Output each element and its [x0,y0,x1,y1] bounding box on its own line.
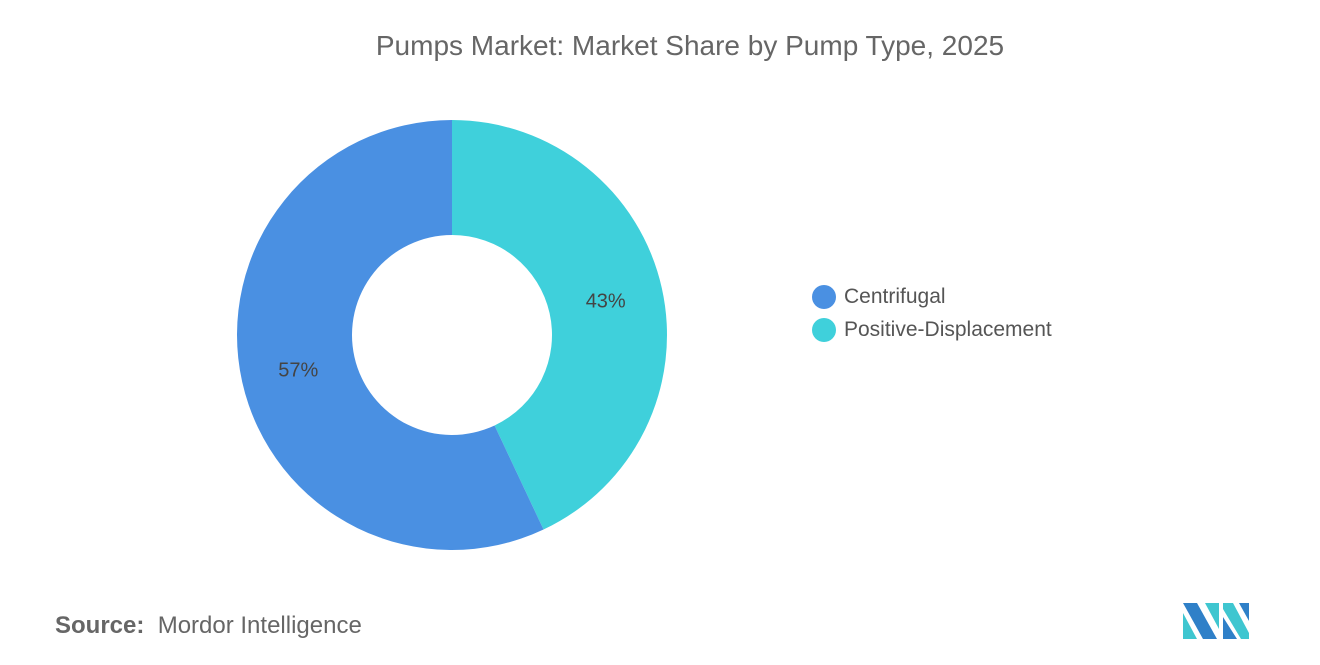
data-label: 43% [586,291,626,313]
source-label: Source: [55,612,145,639]
slice-centrifugal [236,120,544,551]
legend-swatch [812,285,836,309]
legend-item-positive-displacement: Positive-Displacement [812,318,1052,342]
legend-label: Centrifugal [844,285,946,308]
legend-item-centrifugal: Centrifugal [812,285,946,309]
mordor-logo [1183,603,1249,639]
legend-label: Positive-Displacement [844,318,1052,341]
source-note: Source: Mordor Intelligence [55,612,362,640]
source-value: Mordor Intelligence [157,612,362,639]
data-label: 57% [278,359,318,381]
slice-positive-displacement [452,120,667,530]
chart-title: Pumps Market: Market Share by Pump Type,… [375,30,1005,61]
legend-swatch [812,318,836,342]
